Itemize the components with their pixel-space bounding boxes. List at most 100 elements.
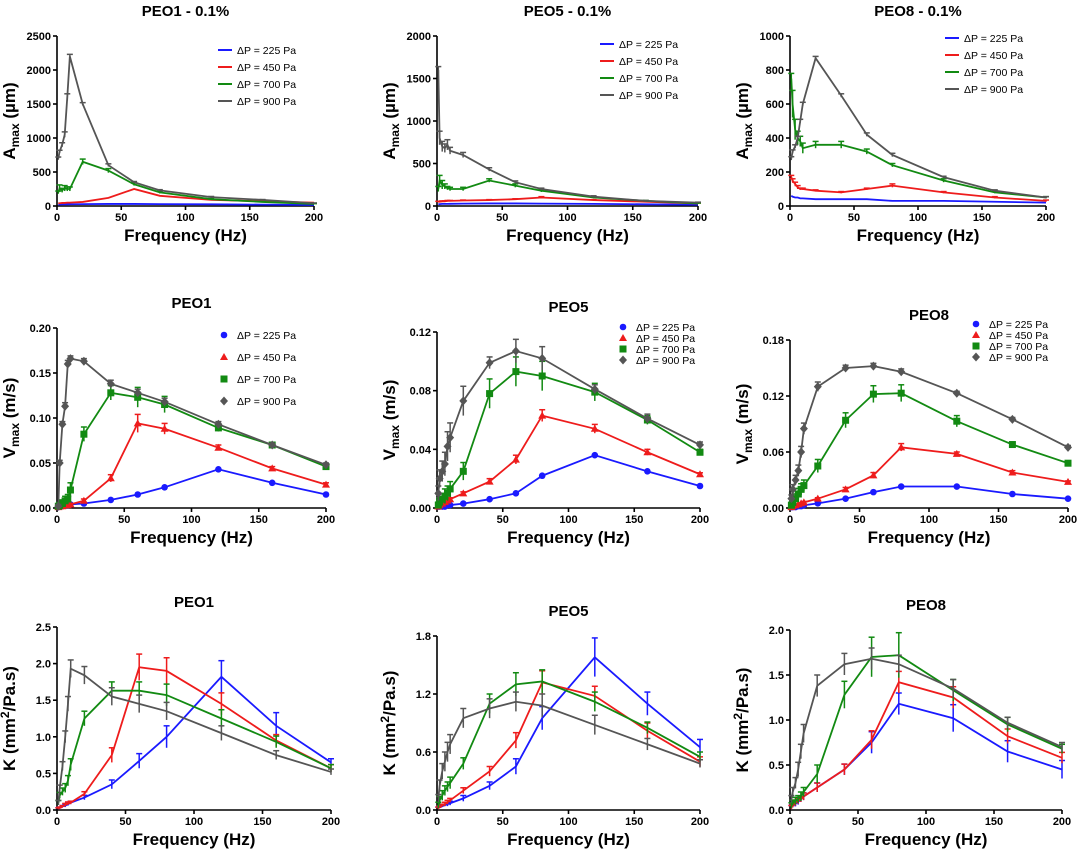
y-tick-label: 500 bbox=[413, 159, 431, 171]
series-1 bbox=[788, 483, 1072, 511]
series-line bbox=[790, 446, 1069, 508]
y-tick-label: 0.08 bbox=[410, 386, 431, 398]
y-axis-label: K (mm2/Pa.s) bbox=[0, 666, 19, 771]
series-line bbox=[437, 370, 701, 506]
y-tick-label: 1000 bbox=[27, 133, 51, 145]
data-point bbox=[538, 411, 547, 419]
data-point bbox=[460, 500, 467, 507]
series-3 bbox=[55, 681, 334, 805]
series-line bbox=[57, 666, 332, 810]
data-point bbox=[215, 466, 222, 473]
legend-label: ΔP = 700 Pa bbox=[237, 374, 296, 386]
x-tick-label: 50 bbox=[497, 514, 509, 526]
data-point bbox=[459, 467, 467, 475]
data-point bbox=[511, 346, 520, 356]
y-axis-label-subscript: max bbox=[741, 429, 755, 453]
y-axis-label: K (mm2/Pa.s) bbox=[731, 668, 752, 773]
chart-panel-8: PEO5 0.0 0.6 1.2 1.8 0 50 100 150 200 Frequency (H… bbox=[378, 603, 709, 849]
data-point bbox=[1009, 490, 1016, 498]
x-tick-label: 0 bbox=[54, 212, 60, 224]
data-point bbox=[842, 495, 849, 502]
y-axis-label-main: K (mm bbox=[380, 723, 399, 776]
data-point bbox=[897, 443, 906, 451]
x-axis-label: Frequency (Hz) bbox=[133, 830, 256, 849]
y-axis-label-subscript: max bbox=[741, 123, 755, 147]
series-2 bbox=[788, 174, 1049, 202]
series-2 bbox=[435, 195, 701, 205]
legend-marker bbox=[972, 352, 980, 362]
legend-label: ΔP = 700 Pa bbox=[636, 344, 695, 356]
x-tick-label: 200 bbox=[691, 816, 709, 828]
data-point bbox=[538, 353, 547, 363]
legend-label: ΔP = 450 Pa bbox=[989, 330, 1048, 342]
y-tick-label: 2000 bbox=[407, 31, 431, 43]
data-point bbox=[106, 474, 115, 482]
data-point bbox=[1064, 459, 1072, 467]
legend-label: ΔP = 225 Pa bbox=[619, 39, 678, 51]
x-tick-label: 50 bbox=[118, 514, 130, 526]
legend-label: ΔP = 700 Pa bbox=[237, 79, 296, 91]
x-tick-label: 0 bbox=[54, 514, 60, 526]
y-tick-label: 1.2 bbox=[416, 689, 431, 701]
data-point bbox=[696, 440, 704, 450]
data-point bbox=[953, 483, 961, 490]
y-tick-label: 0.04 bbox=[410, 444, 432, 456]
data-point bbox=[446, 485, 454, 493]
series-4 bbox=[787, 361, 1072, 504]
legend-marker bbox=[972, 331, 980, 338]
x-tick-label: 150 bbox=[985, 816, 1003, 828]
x-axis-label: Frequency (Hz) bbox=[506, 226, 629, 245]
x-tick-label: 200 bbox=[1053, 816, 1071, 828]
data-point bbox=[459, 396, 468, 406]
legend-label: ΔP = 700 Pa bbox=[989, 341, 1048, 353]
series-2 bbox=[55, 653, 334, 810]
data-point bbox=[870, 488, 877, 496]
data-point bbox=[591, 451, 599, 459]
data-point bbox=[538, 372, 546, 380]
data-point bbox=[485, 358, 494, 368]
y-axis-label-superscript: 2 bbox=[378, 716, 392, 723]
data-point bbox=[952, 388, 961, 398]
y-axis-label-unit: /Pa.s) bbox=[380, 671, 399, 716]
series-line bbox=[790, 654, 1063, 806]
y-axis-label-unit: (µm) bbox=[0, 82, 19, 123]
series-line bbox=[791, 485, 1069, 508]
data-point bbox=[214, 443, 223, 451]
series-line bbox=[437, 700, 701, 799]
chart-panel-5: PEO5 0.00 0.04 0.08 0.12 0 50 100 150 200 Frequenc… bbox=[380, 299, 709, 547]
x-axis-label: Frequency (Hz) bbox=[868, 528, 991, 547]
data-point bbox=[322, 480, 330, 488]
x-tick-label: 200 bbox=[689, 212, 707, 224]
x-tick-label: 100 bbox=[182, 514, 200, 526]
series-1 bbox=[435, 637, 703, 810]
y-tick-label: 0.12 bbox=[763, 391, 784, 403]
y-tick-label: 0.00 bbox=[410, 503, 431, 515]
y-tick-label: 1.0 bbox=[769, 715, 784, 727]
data-point bbox=[813, 494, 822, 502]
data-point bbox=[485, 477, 494, 485]
data-point bbox=[800, 482, 808, 490]
data-point bbox=[440, 459, 449, 469]
legend-label: ΔP = 900 Pa bbox=[619, 90, 678, 102]
y-tick-label: 2.0 bbox=[36, 659, 51, 671]
legend-marker bbox=[220, 396, 228, 406]
legend-label: ΔP = 225 Pa bbox=[964, 33, 1023, 45]
data-point bbox=[788, 484, 797, 494]
y-axis-label: Vmax (m/s) bbox=[0, 378, 22, 459]
y-tick-label: 0.10 bbox=[30, 413, 51, 425]
data-point bbox=[268, 479, 276, 487]
legend-label: ΔP = 450 Pa bbox=[619, 56, 678, 68]
data-point bbox=[953, 417, 961, 425]
chart-title: PEO1 - 0.1% bbox=[142, 3, 230, 20]
data-point bbox=[787, 494, 796, 504]
series-3 bbox=[788, 631, 1065, 809]
data-point bbox=[54, 501, 63, 511]
legend-label: ΔP = 900 Pa bbox=[237, 96, 296, 108]
data-point bbox=[486, 495, 493, 503]
y-axis-label: K (mm2/Pa.s) bbox=[378, 671, 399, 776]
legend-marker bbox=[972, 320, 980, 328]
x-tick-label: 200 bbox=[1037, 212, 1055, 224]
legend-label: ΔP = 225 Pa bbox=[237, 45, 296, 57]
